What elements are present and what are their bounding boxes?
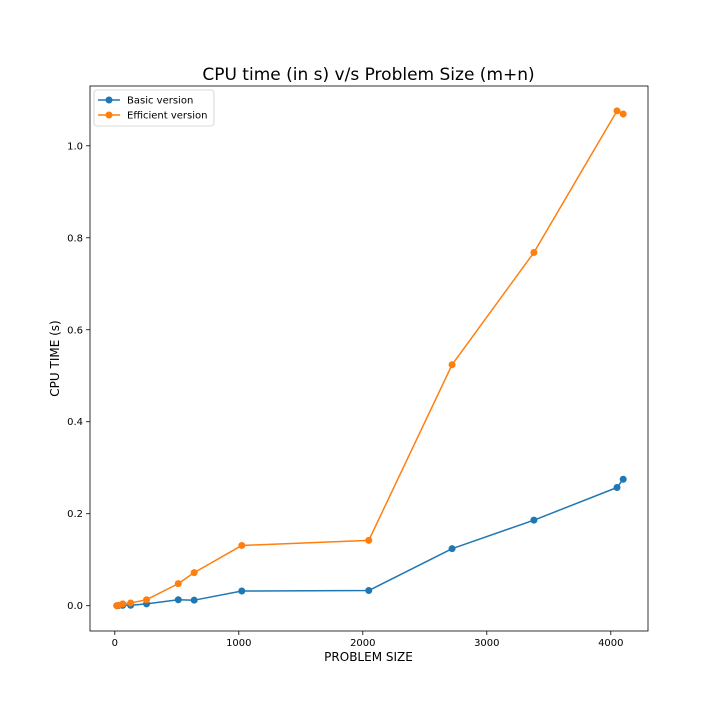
x-tick-label: 2000	[350, 638, 375, 649]
data-point-basic-version	[174, 596, 182, 604]
data-point-efficient-version	[143, 596, 151, 604]
legend-marker-efficient	[105, 111, 113, 119]
legend-label-efficient: Efficient version	[127, 111, 207, 122]
data-point-efficient-version	[238, 541, 246, 549]
data-point-basic-version	[365, 587, 373, 595]
data-point-efficient-version	[190, 569, 198, 577]
y-tick-label: 1.0	[67, 141, 83, 152]
data-point-efficient-version	[119, 600, 127, 608]
x-tick-label: 3000	[474, 638, 499, 649]
data-point-basic-version	[448, 545, 456, 553]
data-point-basic-version	[190, 596, 198, 604]
x-tick-label: 0	[112, 638, 118, 649]
plot-frame	[89, 85, 649, 632]
data-point-efficient-version	[127, 599, 135, 607]
y-tick-label: 0.8	[67, 233, 83, 244]
data-point-basic-version	[619, 475, 627, 483]
x-tick-label: 4000	[598, 638, 623, 649]
y-tick-label: 0.0	[67, 601, 83, 612]
data-point-efficient-version	[613, 107, 621, 115]
x-tick-label: 1000	[226, 638, 251, 649]
data-point-basic-version	[613, 484, 621, 492]
legend-label-basic: Basic version	[127, 96, 193, 107]
data-point-efficient-version	[619, 110, 627, 118]
data-point-efficient-version	[174, 580, 182, 588]
legend-marker-basic	[105, 96, 113, 104]
y-tick-label: 0.4	[67, 417, 83, 428]
y-tick-label: 0.6	[67, 325, 83, 336]
data-point-efficient-version	[365, 536, 373, 544]
legend-box	[93, 89, 215, 127]
y-axis-label: CPU TIME (s)	[48, 320, 62, 396]
data-point-efficient-version	[530, 248, 538, 256]
data-point-basic-version	[238, 587, 246, 595]
chart-title: CPU time (in s) v/s Problem Size (m+n)	[202, 65, 534, 85]
y-tick-label: 0.2	[67, 509, 83, 520]
data-point-basic-version	[530, 516, 538, 524]
x-axis: 0 1000 2000 3000 4000	[112, 631, 624, 649]
data-point-efficient-version	[448, 361, 456, 369]
y-axis: 0.0 0.2 0.4 0.6 0.8 1.0	[67, 141, 90, 612]
plot-area	[113, 107, 627, 610]
legend: Basic version Efficient version	[93, 89, 215, 127]
x-axis-label: PROBLEM SIZE	[324, 650, 413, 664]
